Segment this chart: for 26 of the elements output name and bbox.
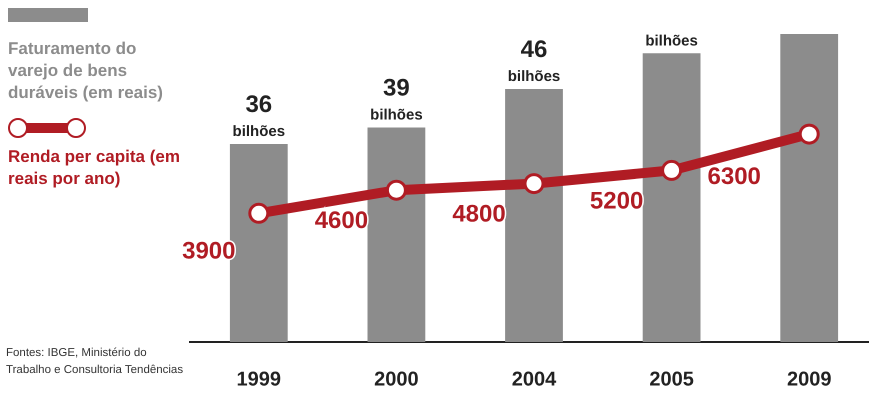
bar xyxy=(505,89,563,342)
data-label: 3900 xyxy=(182,237,236,264)
point xyxy=(248,202,270,224)
x-tick-label: 2004 xyxy=(512,368,558,391)
point xyxy=(661,160,682,181)
legend-label: Renda per capita (em reais por ano) xyxy=(8,146,181,190)
bar xyxy=(368,128,426,342)
data-label: 46 bilhões xyxy=(508,36,560,85)
point xyxy=(524,173,544,194)
data-label: 5200 xyxy=(590,187,644,214)
point xyxy=(386,180,407,201)
x-tick-label: 1999 xyxy=(236,368,282,391)
data-label: 4800 xyxy=(452,200,506,228)
data-label: 36 bilhões xyxy=(232,91,286,140)
data-label: 6300 xyxy=(708,163,761,190)
data-label: 39 bilhões xyxy=(370,74,423,124)
x-tick-label: 2005 xyxy=(649,368,694,391)
bar xyxy=(780,34,838,342)
data-label: bilhões xyxy=(645,32,698,50)
bar xyxy=(642,53,700,342)
text: Fontes: IBGE, Ministério do Trabalho e Consultoria Tendências xyxy=(6,346,184,378)
legend-label: Faturamento do varejo de bens duráveis (em reais) xyxy=(8,38,164,104)
x-tick-label: 2009 xyxy=(786,368,832,391)
point xyxy=(798,124,820,145)
x-tick-label: 2000 xyxy=(374,368,419,391)
data-label: 4600 xyxy=(314,207,368,234)
